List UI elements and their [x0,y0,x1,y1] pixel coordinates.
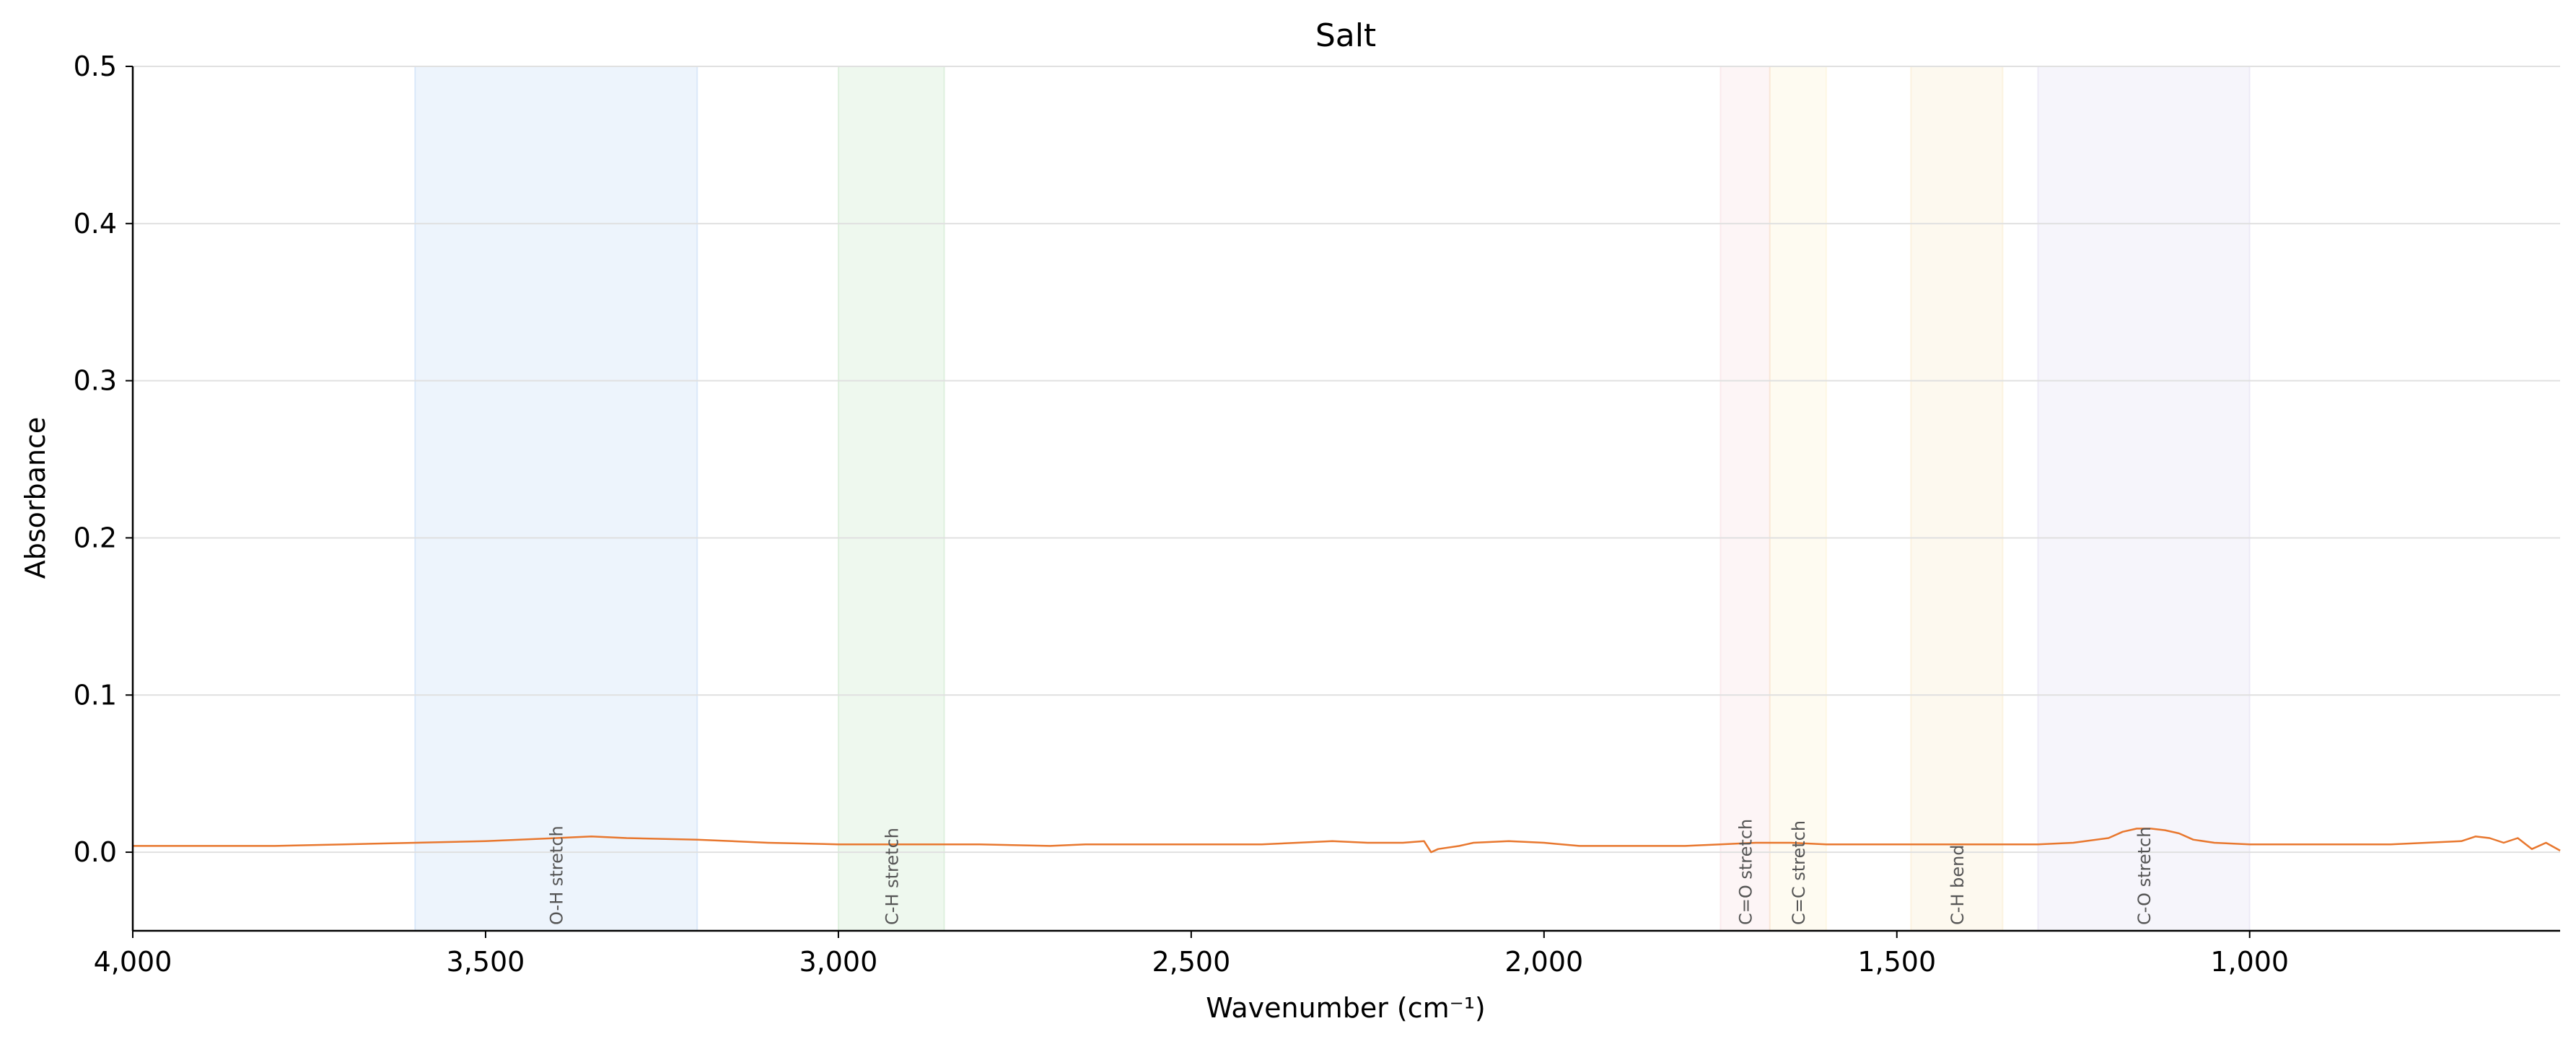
x-tick-label-5: 1,500 [1857,946,1936,978]
spectrum-line-0 [133,828,2561,854]
y-tick-label-1: 0.1 [74,679,117,711]
y-tick-label-4: 0.4 [74,208,117,240]
x-axis-label: Wavenumber (cm⁻¹) [1206,992,1486,1024]
region-band-1 [837,66,945,932]
region-label-4: C-H bend [1948,844,1968,925]
region-band-2 [1719,66,1771,932]
x-tick-label-1: 3,500 [447,946,525,978]
absorption-regions [414,66,2251,932]
x-tick-label-4: 2,000 [1504,946,1583,978]
region-band-5 [2037,66,2251,932]
region-labels: O-H stretch C-H stretch C=O stretch C=C str… [547,819,2155,925]
x-tick-label-0: 4,000 [94,946,172,978]
region-label-1: C-H stretch [882,828,902,925]
region-label-5: C-O stretch [2134,827,2155,925]
region-label-2: C=O stretch [1736,819,1756,925]
axes [131,66,2560,932]
region-band-4 [1910,66,2004,932]
gridlines [133,66,2560,854]
spectrum-series [133,828,2561,854]
y-axis-label: Absorbance [19,417,51,579]
tick-labels: 0.0 0.1 0.2 0.3 0.4 0.5 4,000 3,500 3,000 2,500 2,… [74,51,2290,978]
x-tick-label-3: 2,500 [1152,946,1230,978]
y-tick-label-0: 0.0 [74,836,117,868]
y-tick-label-3: 0.3 [74,365,117,397]
region-label-0: O-H stretch [547,825,567,925]
chart-title: Salt [1315,17,1376,54]
y-tick-label-5: 0.5 [74,51,117,82]
x-tick-label-6: 1,000 [2210,946,2289,978]
y-tick-label-2: 0.2 [74,522,117,553]
x-tick-label-2: 3,000 [799,946,878,978]
region-band-3 [1769,66,1827,932]
region-label-3: C=C stretch [1789,820,1809,925]
region-band-0 [414,66,698,932]
